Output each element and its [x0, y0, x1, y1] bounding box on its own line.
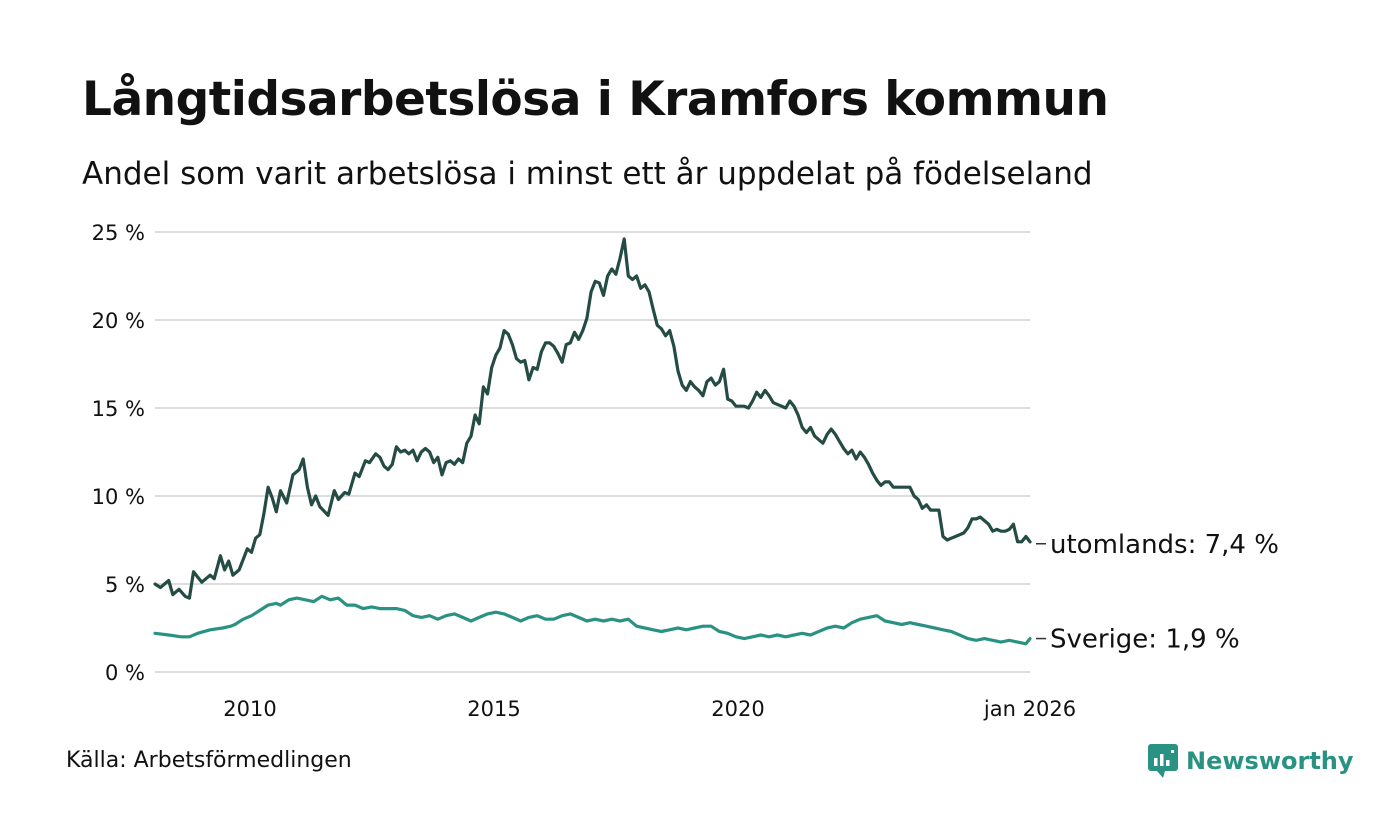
- brand-name: Newsworthy: [1186, 747, 1354, 775]
- end-label-utomlands: utomlands: 7,4 %: [1050, 530, 1279, 560]
- chart-title: Långtidsarbetslösa i Kramfors kommun: [82, 72, 1109, 127]
- y-tick-label: 5 %: [105, 573, 145, 597]
- x-tick-label: 2010: [223, 697, 276, 721]
- series-lines: [153, 237, 1032, 646]
- y-tick-label: 0 %: [105, 661, 145, 685]
- y-tick-label: 10 %: [92, 485, 145, 509]
- y-axis-ticks: 0 % 5 % 10 % 15 % 20 % 25 %: [92, 221, 145, 685]
- end-label-sverige: Sverige: 1,9 %: [1050, 625, 1240, 655]
- source-note: Källa: Arbetsförmedlingen: [66, 748, 352, 773]
- x-axis-ticks: 2010 2015 2020 jan 2026: [223, 697, 1076, 721]
- x-tick-label: 2020: [711, 697, 764, 721]
- x-tick-label: jan 2026: [983, 697, 1076, 721]
- series-line-utomlands: [153, 237, 1032, 600]
- newsworthy-logo-icon: [1148, 744, 1178, 778]
- brand-logo: Newsworthy: [1148, 744, 1354, 778]
- x-tick-label: 2015: [467, 697, 520, 721]
- series-end-labels: utomlands: 7,4 % Sverige: 1,9 %: [1036, 530, 1279, 655]
- series-line-sverige: [153, 594, 1032, 646]
- y-tick-label: 20 %: [92, 309, 145, 333]
- chart-subtitle: Andel som varit arbetslösa i minst ett å…: [82, 156, 1093, 192]
- line-chart: 0 % 5 % 10 % 15 % 20 % 25 % 2010 2015 2020 jan 2…: [92, 221, 1279, 721]
- y-tick-label: 25 %: [92, 221, 145, 245]
- gridlines: [155, 231, 1030, 673]
- y-tick-label: 15 %: [92, 397, 145, 421]
